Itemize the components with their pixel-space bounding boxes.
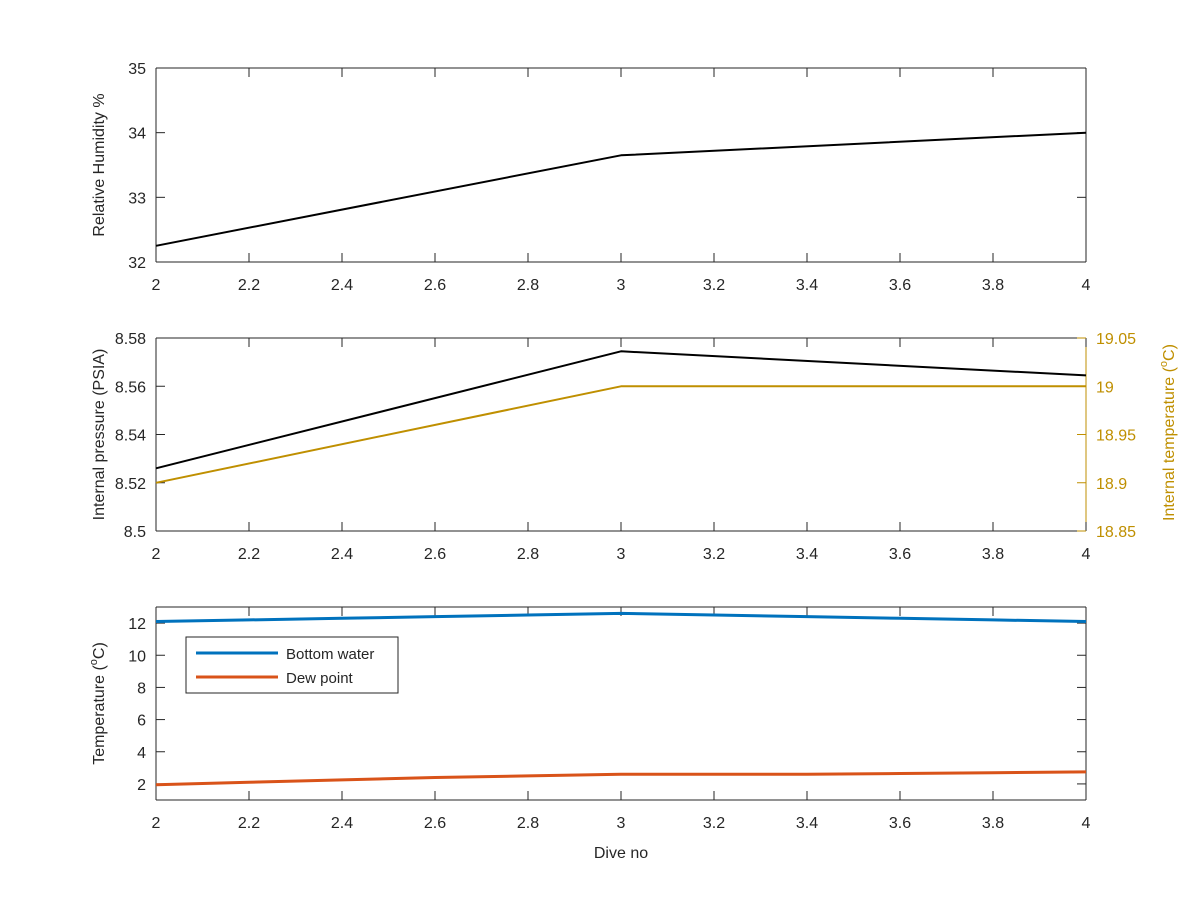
x-tick-label: 2.2 (238, 277, 260, 294)
x-tick-label: 2.2 (238, 815, 260, 832)
chart-2: 2 2.2 2.4 2.6 2.8 3 3.2 3.4 3.6 3.8 4 8.5 8.52 8.54 8.… (91, 331, 1178, 563)
x-tick-label: 2 (152, 815, 161, 832)
x-tick-label: 3 (617, 546, 626, 563)
y-tick-label: 4 (137, 745, 146, 762)
x-tick-label: 2.4 (331, 815, 353, 832)
y2-tick-label: 19 (1096, 379, 1114, 396)
y-axis-label: Relative Humidity % (91, 93, 108, 236)
series-line-1 (155, 131, 1087, 247)
x-tick-label: 3.6 (889, 277, 911, 294)
x-tick-label: 2.6 (424, 277, 446, 294)
y-axis-label: Internal pressure (PSIA) (91, 349, 108, 521)
y-tick-label: 34 (128, 126, 146, 143)
x-tick-label: 3.4 (796, 277, 818, 294)
legend: Bottom water Dew point (185, 636, 399, 694)
x-tick-label: 2.8 (517, 546, 539, 563)
x-tick-label: 2.6 (424, 546, 446, 563)
series-line-1 (155, 350, 1087, 470)
y2-tick-label: 18.95 (1096, 428, 1136, 445)
x-tick-label: 4 (1082, 277, 1091, 294)
chart-1: 2 2.2 2.4 2.6 2.8 3 3.2 3.4 3.6 3.8 4 32 33 34 35 Relat… (91, 61, 1091, 294)
y-tick-label: 8.56 (115, 379, 146, 396)
x-tick-label: 3.4 (796, 546, 818, 563)
series-line-2 (155, 385, 1086, 484)
x-tick-label: 2.4 (331, 277, 353, 294)
y-tick-label: 32 (128, 255, 146, 272)
x-tick-label: 3.4 (796, 815, 818, 832)
x-tick-label: 3 (617, 815, 626, 832)
y2-tick-label: 19.05 (1096, 331, 1136, 348)
x-tick-label: 3.2 (703, 546, 725, 563)
y-tick-label: 8.5 (124, 524, 146, 541)
legend-label: Bottom water (286, 646, 374, 663)
y2-axis-label: Internal temperature (oC) (1158, 344, 1178, 521)
series-line-1 (155, 611, 1087, 623)
x-tick-label: 2.4 (331, 546, 353, 563)
y-tick-label: 8.58 (115, 331, 146, 348)
y-tick-label: 2 (137, 777, 146, 794)
y-tick-label: 10 (128, 648, 146, 665)
x-tick-label: 3.8 (982, 546, 1004, 563)
x-tick-label: 2.2 (238, 546, 260, 563)
x-tick-label: 3.2 (703, 815, 725, 832)
x-tick-label: 3.8 (982, 277, 1004, 294)
x-tick-label: 3 (617, 277, 626, 294)
y2-tick-label: 18.85 (1096, 524, 1136, 541)
x-tick-label: 4 (1082, 546, 1091, 563)
y-tick-label: 35 (128, 61, 146, 78)
y-tick-label: 6 (137, 713, 146, 730)
x-tick-label: 2.6 (424, 815, 446, 832)
y-tick-label: 8.52 (115, 476, 146, 493)
x-tick-label: 2 (152, 277, 161, 294)
y-tick-label: 8 (137, 680, 146, 697)
legend-box (185, 636, 399, 694)
chart-3: 2 2.2 2.4 2.6 2.8 3 3.2 3.4 3.6 3.8 4 2 4 6 8 10 12 Tempe… (88, 606, 1091, 862)
y2-tick-label: 18.9 (1096, 476, 1127, 493)
x-tick-label: 2.8 (517, 815, 539, 832)
y-tick-label: 12 (128, 616, 146, 633)
legend-label: Dew point (286, 670, 354, 687)
x-tick-label: 3.6 (889, 815, 911, 832)
y-tick-label: 33 (128, 190, 146, 207)
x-tick-label: 3.8 (982, 815, 1004, 832)
y-axis-label: Temperature (oC) (88, 642, 108, 765)
x-tick-label: 2 (152, 546, 161, 563)
x-tick-label: 4 (1082, 815, 1091, 832)
x-tick-label: 2.8 (517, 277, 539, 294)
x-axis-label: Dive no (594, 845, 648, 862)
series-line-2 (155, 770, 1087, 787)
y-tick-label: 8.54 (115, 428, 146, 445)
x-tick-label: 3.6 (889, 546, 911, 563)
x-tick-label: 3.2 (703, 277, 725, 294)
